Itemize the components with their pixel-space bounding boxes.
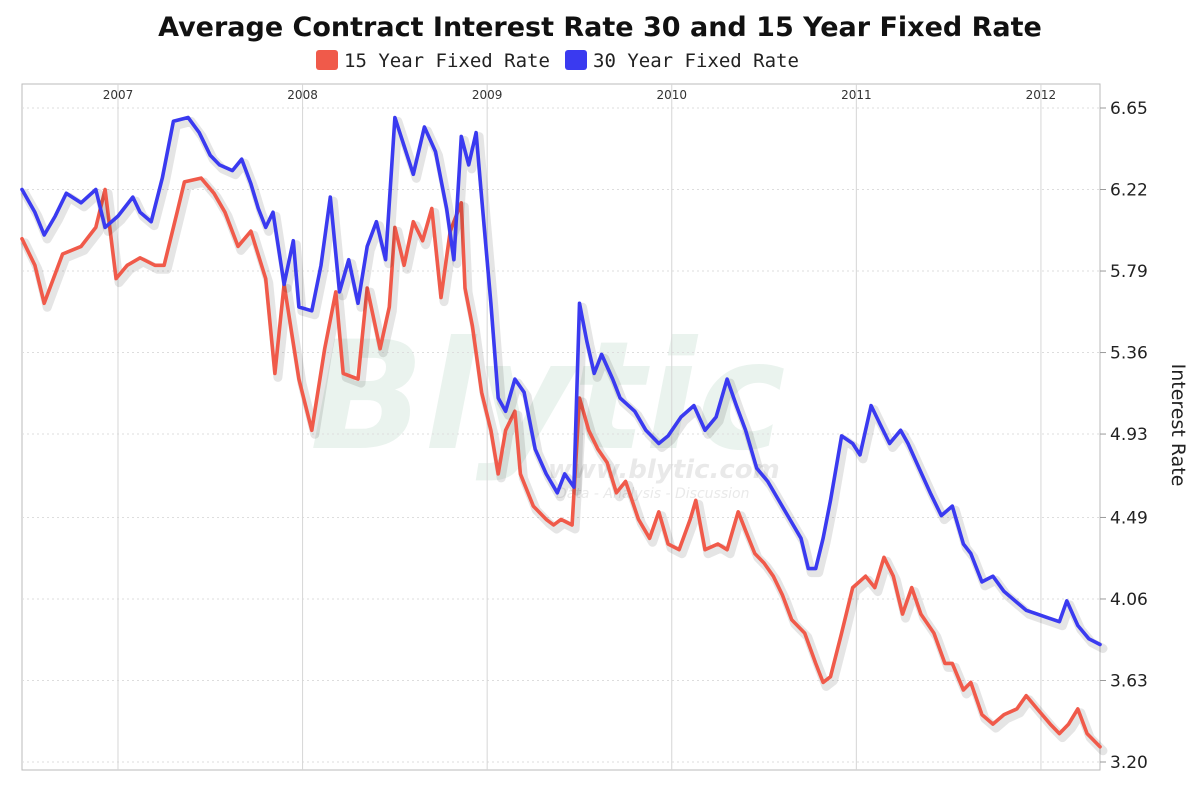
legend-label-15yr: 15 Year Fixed Rate — [344, 50, 550, 72]
chart-title: Average Contract Interest Rate 30 and 15… — [158, 12, 1042, 43]
x-tick-label: 2007 — [103, 88, 134, 102]
y-axis-title: Interest Rate — [1167, 364, 1189, 487]
grid — [22, 84, 1100, 770]
x-tick-label: 2010 — [656, 88, 687, 102]
y-tick-label: 4.49 — [1110, 508, 1148, 528]
legend-label-30yr: 30 Year Fixed Rate — [593, 50, 799, 72]
x-tick-label: 2011 — [841, 88, 872, 102]
y-tick-label: 3.63 — [1110, 671, 1148, 691]
y-tick-label: 5.36 — [1110, 344, 1148, 364]
legend: 15 Year Fixed Rate 30 Year Fixed Rate — [316, 50, 799, 72]
x-tick-label: 2009 — [472, 88, 503, 102]
y-tick-label: 3.20 — [1110, 753, 1148, 773]
legend-swatch-15yr — [316, 50, 338, 70]
x-tick-label: 2008 — [287, 88, 318, 102]
y-tick-label: 4.06 — [1110, 590, 1148, 610]
legend-swatch-30yr — [565, 50, 587, 70]
series-line-30yr — [20, 115, 1102, 647]
y-tick-label: 6.65 — [1110, 99, 1148, 119]
x-axis: 2007 2008 2009 2010 2011 2012 — [103, 88, 1056, 102]
y-tick-label: 5.79 — [1110, 262, 1148, 282]
y-axis: 6.65 6.22 5.79 5.36 4.93 4.49 4.06 3.63 3.20 — [1100, 99, 1148, 773]
series-layer — [20, 115, 1108, 756]
y-tick-label: 6.22 — [1110, 181, 1148, 201]
y-tick-label: 4.93 — [1110, 425, 1148, 445]
series-line-15yr — [20, 176, 1102, 749]
x-tick-label: 2012 — [1026, 88, 1057, 102]
plot-area — [21, 83, 1101, 771]
